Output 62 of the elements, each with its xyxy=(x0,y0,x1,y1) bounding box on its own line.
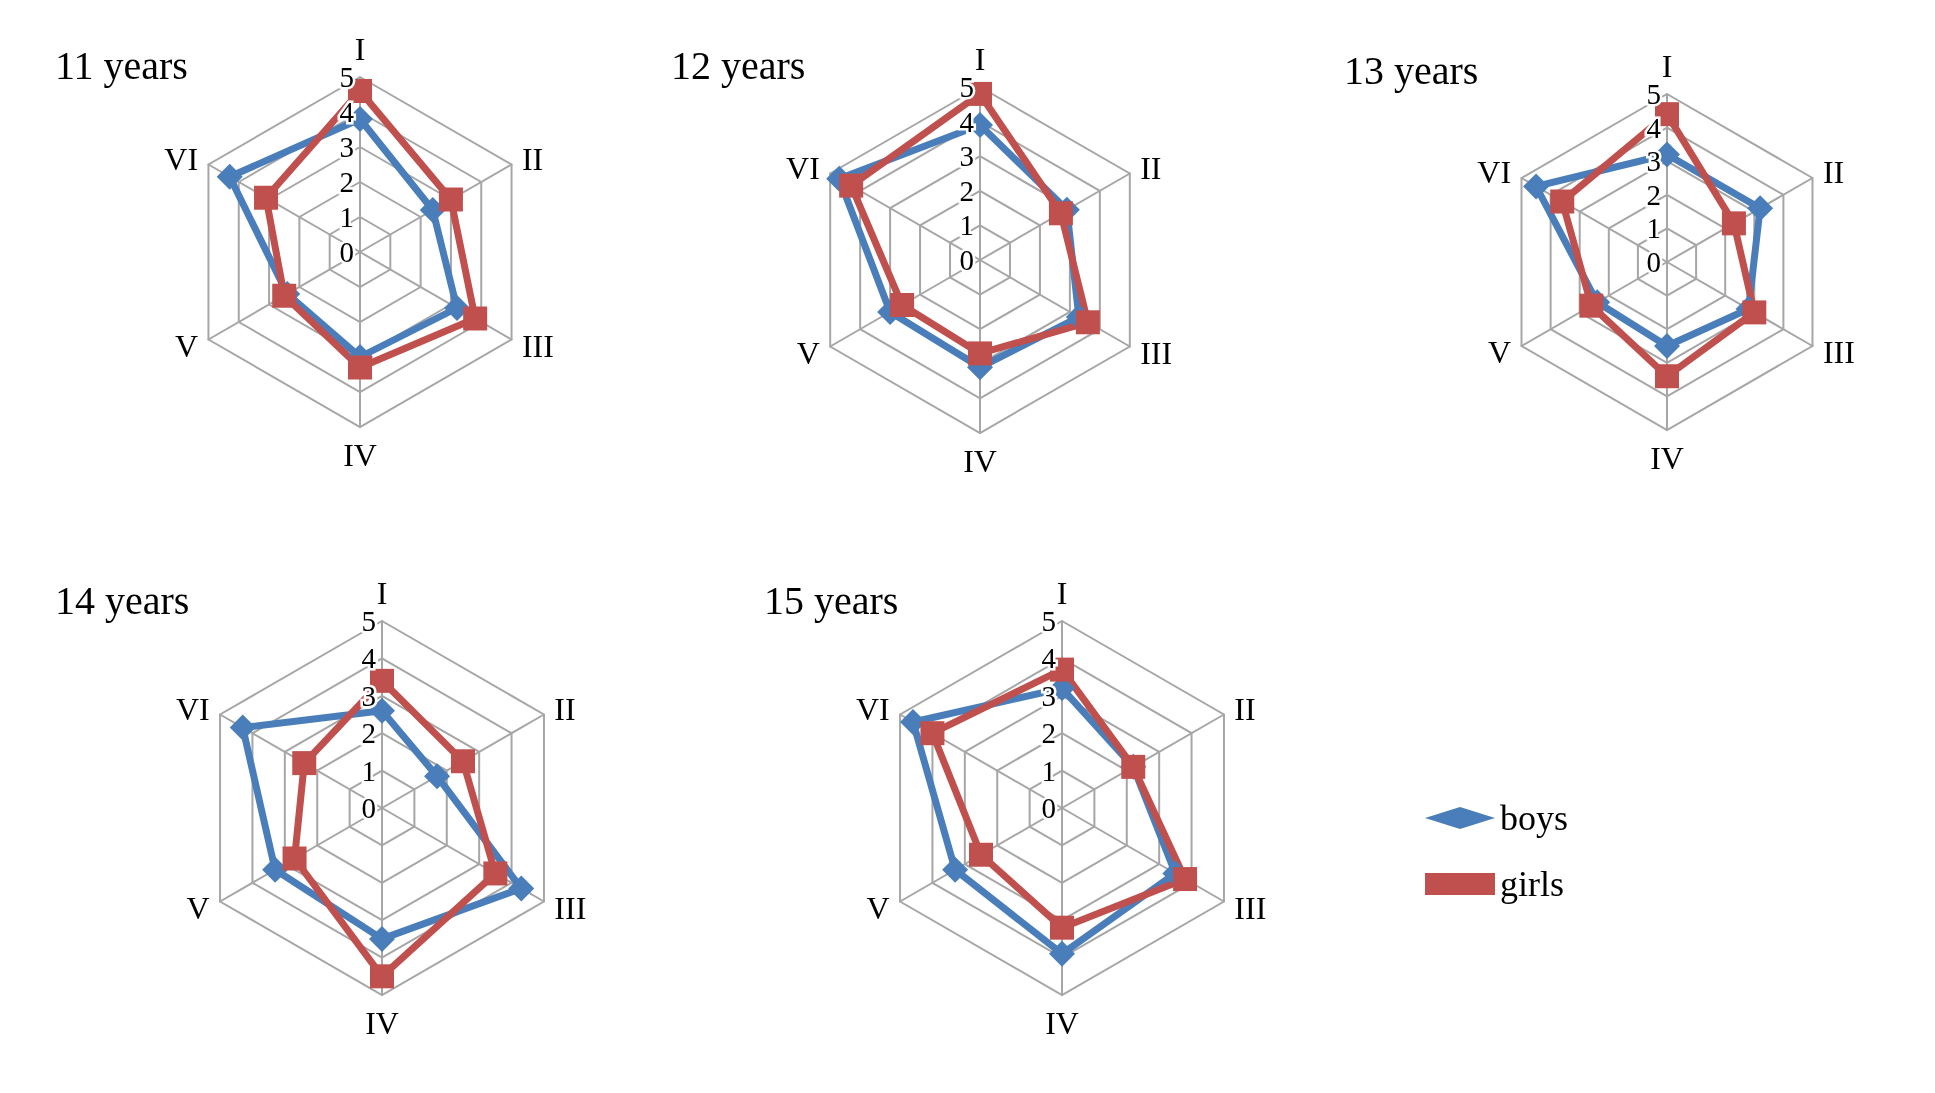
spoke-label: VI xyxy=(786,149,820,186)
y-tick-label: 1 xyxy=(1646,212,1661,245)
spoke-label: VI xyxy=(175,690,210,727)
y-tick-label: 1 xyxy=(959,209,974,242)
legend-label: girls xyxy=(1500,864,1565,904)
spoke-label: IV xyxy=(1650,440,1684,476)
y-tick-label: 5 xyxy=(361,605,376,637)
spoke-label: II xyxy=(521,140,544,177)
spoke-label: IV xyxy=(1045,1005,1079,1041)
y-tick-label: 4 xyxy=(361,642,377,675)
spoke-label: III xyxy=(1140,334,1173,371)
spoke-label: V xyxy=(1488,334,1512,370)
spoke-label: II xyxy=(1234,690,1256,727)
spoke-label: V xyxy=(796,334,820,371)
spoke-label: I xyxy=(1661,48,1673,84)
spoke-label: I xyxy=(974,41,986,77)
spoke-label: II xyxy=(1140,149,1162,186)
spoke-label: III xyxy=(1822,334,1855,370)
spoke-label: V xyxy=(866,889,890,926)
y-tick-label: 5 xyxy=(339,61,354,93)
spoke-label: III xyxy=(1234,889,1267,926)
spoke-label: VI xyxy=(855,690,890,727)
y-tick-label: 0 xyxy=(1646,246,1661,278)
y-tick-label: 2 xyxy=(1041,717,1056,750)
y-tick-label: 2 xyxy=(1646,178,1661,211)
y-tick-label: 2 xyxy=(339,166,354,198)
y-tick-label: 5 xyxy=(1041,605,1056,637)
spoke-label: I xyxy=(1056,575,1068,611)
spoke-label: II xyxy=(554,690,576,727)
y-tick-label: 1 xyxy=(1041,754,1056,787)
chart-title: 11 years xyxy=(55,42,188,88)
chart-title: 13 years xyxy=(1344,47,1479,93)
y-tick-label: 4 xyxy=(1041,642,1057,675)
y-tick-label: 2 xyxy=(361,717,376,750)
spoke-label: II xyxy=(1822,154,1845,190)
chart-title: 12 years xyxy=(671,42,806,88)
legend-label: boys xyxy=(1500,798,1569,838)
spoke-label: I xyxy=(376,575,388,611)
spoke-label: III xyxy=(521,327,554,364)
y-tick-label: 0 xyxy=(1041,792,1056,824)
y-tick-label: 5 xyxy=(1646,78,1661,110)
y-tick-label: 3 xyxy=(959,140,974,173)
y-tick-label: 4 xyxy=(1646,111,1662,144)
spoke-label: I xyxy=(354,31,366,67)
y-tick-label: 0 xyxy=(959,244,974,276)
y-tick-label: 0 xyxy=(361,792,376,824)
chart-title: 14 years xyxy=(55,577,190,623)
y-tick-label: 2 xyxy=(959,174,974,207)
y-tick-label: 3 xyxy=(339,131,354,163)
spoke-label: III xyxy=(554,889,587,926)
spoke-label: VI xyxy=(164,140,199,177)
y-tick-label: 1 xyxy=(339,201,354,233)
y-tick-label: 1 xyxy=(361,754,376,787)
y-tick-label: 0 xyxy=(339,236,354,268)
chart-title: 15 years xyxy=(764,577,899,623)
spoke-label: VI xyxy=(1477,154,1512,190)
spoke-label: IV xyxy=(343,437,377,473)
spoke-label: V xyxy=(174,327,199,364)
spoke-label: IV xyxy=(963,443,997,479)
spoke-label: IV xyxy=(365,1005,399,1041)
spoke-label: V xyxy=(186,889,210,926)
y-tick-label: 3 xyxy=(1646,145,1661,178)
